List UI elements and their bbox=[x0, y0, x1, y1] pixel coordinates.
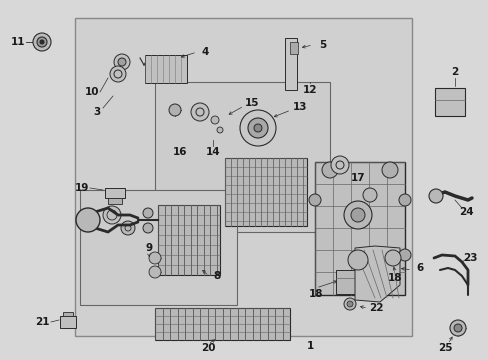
Bar bbox=[335, 270, 355, 294]
Bar bbox=[314, 162, 404, 295]
Circle shape bbox=[398, 194, 410, 206]
Text: 6: 6 bbox=[415, 263, 423, 273]
Text: 8: 8 bbox=[213, 271, 220, 281]
Circle shape bbox=[350, 208, 364, 222]
Circle shape bbox=[343, 298, 355, 310]
Text: 20: 20 bbox=[201, 343, 215, 353]
Circle shape bbox=[142, 208, 153, 218]
Circle shape bbox=[330, 156, 348, 174]
Circle shape bbox=[217, 127, 223, 133]
Circle shape bbox=[210, 116, 219, 124]
Circle shape bbox=[37, 37, 47, 47]
Text: 11: 11 bbox=[11, 37, 25, 47]
Text: 2: 2 bbox=[450, 67, 458, 77]
Circle shape bbox=[362, 188, 376, 202]
Circle shape bbox=[343, 201, 371, 229]
Bar bbox=[224, 158, 306, 226]
Circle shape bbox=[121, 221, 135, 235]
Text: 21: 21 bbox=[35, 317, 49, 327]
Bar bbox=[434, 88, 464, 116]
Bar bbox=[108, 198, 122, 204]
Bar bbox=[63, 312, 73, 316]
Circle shape bbox=[169, 104, 181, 116]
Text: 22: 22 bbox=[368, 303, 383, 313]
Text: 24: 24 bbox=[458, 207, 472, 217]
Bar bbox=[80, 190, 237, 305]
Circle shape bbox=[247, 118, 267, 138]
Circle shape bbox=[149, 252, 161, 264]
Text: 17: 17 bbox=[350, 173, 365, 183]
Bar bbox=[158, 205, 220, 275]
Circle shape bbox=[321, 162, 337, 178]
Text: 16: 16 bbox=[172, 147, 187, 157]
Circle shape bbox=[253, 124, 262, 132]
Text: 5: 5 bbox=[319, 40, 326, 50]
Circle shape bbox=[110, 66, 126, 82]
Text: 1: 1 bbox=[306, 341, 313, 351]
Text: 18: 18 bbox=[387, 273, 402, 283]
Bar bbox=[105, 188, 125, 198]
Bar bbox=[285, 38, 296, 90]
Circle shape bbox=[240, 110, 275, 146]
Text: 9: 9 bbox=[145, 243, 152, 253]
Circle shape bbox=[308, 194, 320, 206]
Circle shape bbox=[114, 54, 130, 70]
Text: 19: 19 bbox=[75, 183, 89, 193]
Text: 12: 12 bbox=[302, 85, 317, 95]
Circle shape bbox=[347, 250, 367, 270]
Text: 18: 18 bbox=[308, 289, 323, 299]
Circle shape bbox=[76, 208, 100, 232]
Bar bbox=[289, 42, 297, 54]
Circle shape bbox=[40, 40, 44, 44]
Circle shape bbox=[191, 103, 208, 121]
Circle shape bbox=[384, 250, 400, 266]
Text: 15: 15 bbox=[244, 98, 259, 108]
Bar bbox=[75, 18, 411, 336]
Bar bbox=[60, 316, 76, 328]
Circle shape bbox=[142, 223, 153, 233]
Circle shape bbox=[449, 320, 465, 336]
Text: 23: 23 bbox=[462, 253, 476, 263]
Text: 10: 10 bbox=[84, 87, 99, 97]
Circle shape bbox=[398, 249, 410, 261]
Text: 3: 3 bbox=[93, 107, 101, 117]
Text: 4: 4 bbox=[201, 47, 208, 57]
Text: 14: 14 bbox=[205, 147, 220, 157]
Circle shape bbox=[381, 162, 397, 178]
Circle shape bbox=[453, 324, 461, 332]
Circle shape bbox=[346, 301, 352, 307]
Text: 25: 25 bbox=[437, 343, 451, 353]
Bar bbox=[145, 55, 186, 83]
Circle shape bbox=[428, 189, 442, 203]
Bar bbox=[155, 82, 329, 232]
Bar bbox=[155, 308, 289, 340]
Polygon shape bbox=[354, 246, 399, 302]
Circle shape bbox=[33, 33, 51, 51]
Circle shape bbox=[118, 58, 126, 66]
Circle shape bbox=[149, 266, 161, 278]
Text: 13: 13 bbox=[292, 102, 306, 112]
Circle shape bbox=[103, 206, 121, 224]
